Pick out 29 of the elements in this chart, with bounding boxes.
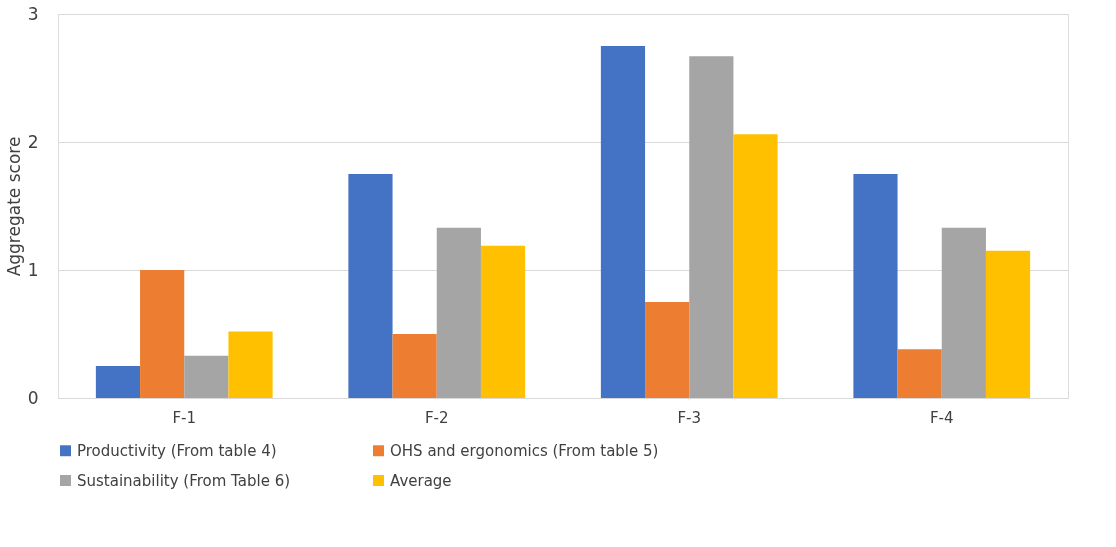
bar [985,250,1031,398]
y-tick-label: 1 [27,259,39,280]
bar [392,334,437,398]
bar [348,174,393,398]
legend-label: Sustainability (From Table 6) [77,471,291,490]
bar [480,245,526,398]
bar [95,366,141,398]
bar [184,355,229,398]
bar [941,227,986,398]
bar [645,302,690,398]
y-tick-label: 3 [27,3,39,24]
x-tick-label: F-3 [677,408,702,427]
bar [140,270,185,398]
legend-label: OHS and ergonomics (From table 5) [390,441,659,460]
legend-label: Productivity (From table 4) [77,441,277,460]
x-tick-label: F-4 [929,408,954,427]
bar [897,349,942,398]
y-axis-title: Aggregate score [3,136,24,277]
legend-label: Average [390,471,452,490]
bar [228,331,273,398]
bar [733,134,778,398]
bar [689,56,734,398]
bar [436,227,481,398]
x-tick-label: F-1 [172,408,197,427]
y-tick-label: 2 [27,131,39,152]
y-tick-label: 0 [27,387,39,408]
bar [853,174,898,398]
x-tick-label: F-2 [424,408,449,427]
bar [600,46,646,398]
